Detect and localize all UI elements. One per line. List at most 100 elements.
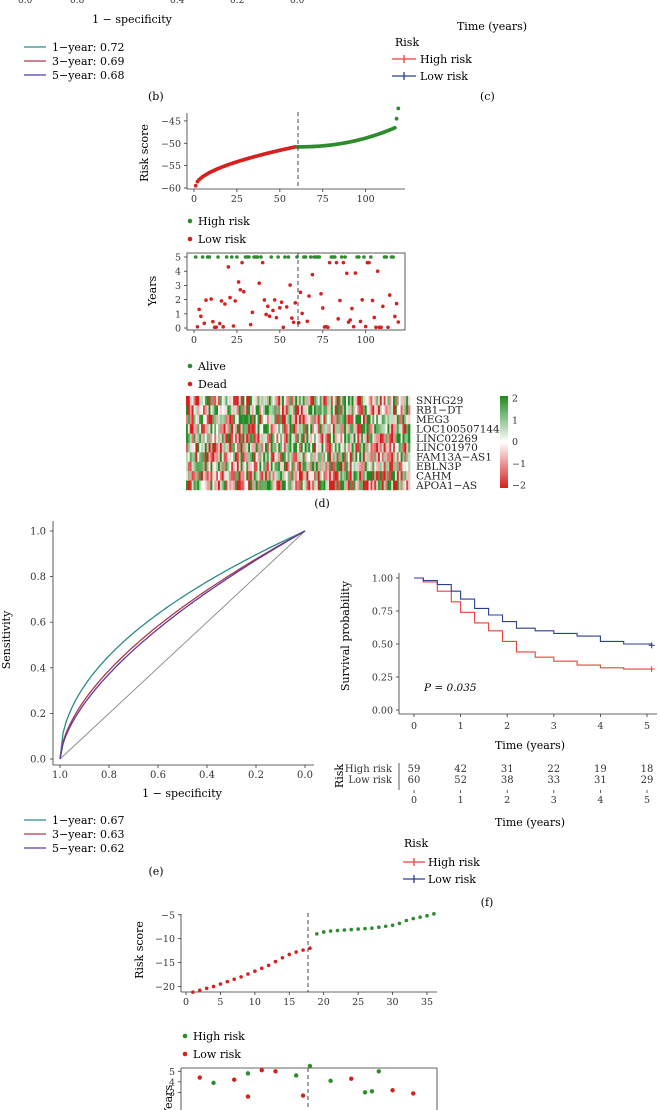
heatmap-cell: [280, 433, 283, 444]
heatmap-cell: [325, 461, 328, 472]
heatmap-cell: [402, 396, 405, 406]
heatmap-cell: [329, 480, 332, 491]
heatmap-cell: [242, 405, 245, 415]
heatmap-cell: [312, 405, 315, 415]
heatmap-cell: [362, 414, 366, 425]
heatmap-cell: [327, 461, 330, 472]
heatmap-cell: [387, 461, 390, 472]
heatmap-cell: [208, 424, 211, 434]
years-point-alive: [259, 255, 263, 259]
heatmap-cell: [340, 424, 343, 434]
heatmap-cell: [332, 405, 336, 415]
years-point-dead: [336, 317, 341, 321]
years-point-alive: [332, 255, 337, 259]
heatmap-cell: [261, 405, 264, 415]
heatmap-cell: [361, 471, 364, 481]
heatmap-cell: [381, 443, 384, 453]
heatmap-cell: [193, 424, 196, 434]
years-point-dead: [360, 297, 365, 302]
heatmap-cell: [362, 433, 366, 444]
heatmap-cell: [218, 405, 221, 415]
heatmap-cell: [314, 461, 317, 472]
heatmap-cell: [338, 433, 341, 444]
years-point-dead: [266, 304, 270, 309]
heatmap-cell: [321, 414, 324, 425]
heatmap-cell: [295, 452, 298, 462]
heatmap-cell: [250, 471, 253, 481]
risk-table-tick-label: 4: [597, 795, 603, 806]
heatmap-cell: [295, 461, 298, 472]
heatmap-cell: [206, 433, 209, 444]
heatmap-cell: [261, 414, 264, 425]
heatmap-cell: [319, 396, 322, 406]
risk-point-low: [191, 990, 195, 994]
heatmap-cell: [325, 414, 328, 425]
heatmap-cell: [297, 443, 300, 453]
heatmap-cell: [231, 414, 234, 425]
years-point-alive: [245, 1071, 251, 1076]
risk-table-value: 31: [501, 764, 514, 775]
panel-g-years: Years 345: [162, 1063, 438, 1110]
heatmap-cell: [240, 461, 243, 472]
heatmap-cell: [202, 424, 206, 434]
risk-point-high: [356, 927, 360, 931]
heatmap-cell: [293, 424, 296, 434]
heatmap-cell: [229, 443, 232, 453]
years-point-dead: [214, 325, 219, 329]
roc-tick-fragment: 0.0: [18, 0, 33, 6]
heatmap-cell: [231, 471, 234, 481]
heatmap-cell: [366, 480, 369, 491]
heatmap-cell: [206, 443, 209, 453]
e-ylabel: Sensitivity: [0, 610, 13, 669]
heatmap-cell: [398, 396, 401, 406]
heatmap-cell: [253, 414, 256, 425]
heatmap-cell: [186, 480, 189, 491]
g-risk-ylabel: Risk score: [133, 921, 146, 979]
roc-top-legend-3y: 3−year: 0.69: [52, 55, 124, 68]
y-tick-label: −15: [155, 958, 175, 969]
heatmap-cell: [329, 414, 332, 425]
years-point-alive: [362, 255, 366, 259]
heatmap-cell: [251, 396, 255, 406]
panel-d-heatmap: SNHG29RB1−DTMEG3LOC100507144LINC02269LIN…: [186, 394, 526, 492]
heatmap-cell: [268, 405, 272, 415]
heatmap-cell: [314, 443, 317, 453]
risk-point-high: [370, 926, 374, 930]
years-point-dead: [379, 325, 383, 330]
heatmap-cell: [261, 433, 264, 444]
x-tick-label: 0.0: [297, 770, 313, 781]
heatmap-cell: [227, 461, 230, 472]
heatmap-cell: [336, 452, 339, 462]
heatmap-cell: [389, 452, 392, 462]
heatmap-cell: [250, 424, 253, 434]
panel-label-f: (f): [481, 896, 494, 909]
heatmap-cell: [201, 405, 204, 415]
years-point-dead: [272, 298, 277, 302]
heatmap-cell: [400, 433, 403, 444]
heatmap-cell: [315, 471, 319, 481]
heatmap-cell: [349, 414, 352, 425]
years-point-alive: [235, 255, 239, 259]
heatmap-cell: [201, 396, 204, 406]
heatmap-cell: [240, 424, 243, 434]
heatmap-cell: [361, 461, 364, 472]
heatmap-cell: [314, 396, 317, 406]
heatmap-cell: [393, 433, 396, 444]
heatmap-cell: [370, 461, 373, 472]
risk-table-tick-label: 5: [644, 795, 650, 806]
heatmap-cell: [218, 414, 221, 425]
heatmap-cell: [372, 452, 375, 462]
heatmap-cell: [234, 433, 238, 444]
heatmap-cell: [379, 471, 383, 481]
heatmap-cell: [362, 471, 366, 481]
heatmap-cell: [197, 471, 200, 481]
risk-table-value: 18: [641, 764, 654, 775]
risk-point-low: [259, 966, 264, 971]
heatmap-cell: [229, 471, 232, 481]
heatmap-cell: [270, 471, 273, 481]
top-fragment: 0.0 0.8 0.4 0.2 0.0 1 − specificity Time…: [18, 0, 527, 103]
years-point-dead: [257, 281, 262, 285]
heatmap-cell: [312, 452, 315, 462]
roc-curve-3y: [59, 530, 306, 760]
heatmap-cell: [263, 452, 266, 462]
